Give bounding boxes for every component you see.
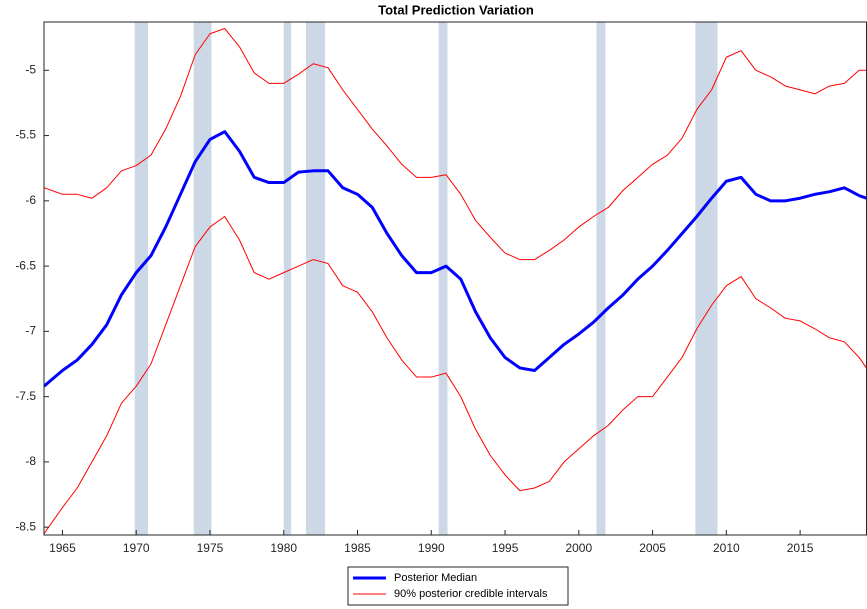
legend: Posterior Median 90% posterior credible i… (347, 566, 569, 606)
legend-label: 90% posterior credible intervals (394, 588, 548, 600)
y-tick-label: -5.5 (15, 128, 36, 142)
y-tick-label: -7.5 (15, 389, 36, 403)
x-tick-label: 2015 (787, 541, 814, 555)
y-tick-label: -7 (25, 324, 36, 338)
recession-band (193, 22, 212, 535)
plot-area (44, 22, 867, 535)
y-tick-label: -8 (25, 454, 36, 468)
x-tick-label: 1975 (197, 541, 224, 555)
legend-label: Posterior Median (394, 572, 477, 584)
series-line (44, 28, 867, 261)
recession-band (438, 22, 448, 535)
series-line (44, 130, 867, 388)
recession-band (596, 22, 606, 535)
x-tick-label: 2000 (565, 541, 592, 555)
y-tick-label: -5 (25, 62, 36, 76)
x-tick-label: 1995 (492, 541, 519, 555)
x-tick-label: 1980 (270, 541, 297, 555)
x-tick-label: 1990 (418, 541, 445, 555)
recession-band (283, 22, 292, 535)
y-tick-label: -6 (25, 193, 36, 207)
x-tick-label: 1965 (49, 541, 76, 555)
x-tick-label: 2005 (639, 541, 666, 555)
legend-box (347, 566, 569, 606)
recession-band (305, 22, 326, 535)
recession-band (134, 22, 149, 535)
y-tick-label: -6.5 (15, 258, 36, 272)
series-line (44, 216, 867, 534)
x-tick-label: 2010 (713, 541, 740, 555)
recession-band (695, 22, 718, 535)
chart-title: Total Prediction Variation (378, 2, 534, 17)
y-tick-label: -8.5 (15, 519, 36, 533)
x-tick-label: 1970 (123, 541, 150, 555)
x-tick-label: 1985 (344, 541, 371, 555)
